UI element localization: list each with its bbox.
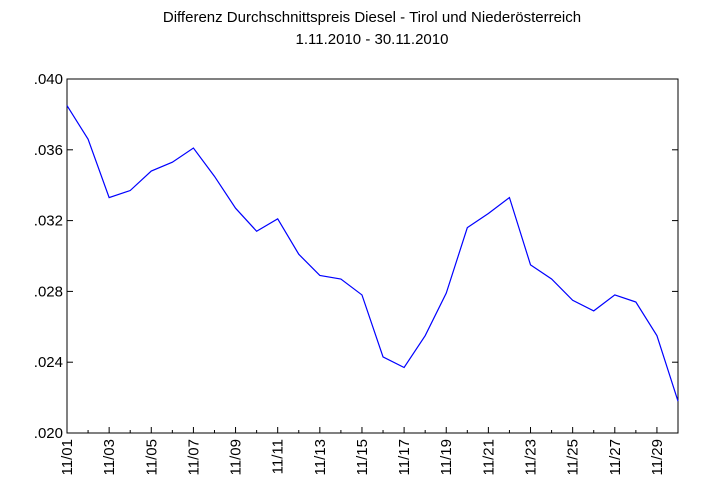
x-tick-label: 11/23	[523, 439, 540, 475]
chart-subtitle: 1.11.2010 - 30.11.2010	[296, 31, 449, 48]
y-tick-label: .020	[34, 425, 63, 442]
data-line	[66, 105, 679, 402]
chart-title: Differenz Durchschnittspreis Diesel - Ti…	[163, 9, 581, 26]
x-tick-label: 11/29	[649, 439, 666, 475]
x-tick-label: 11/13	[312, 439, 329, 475]
x-tick-label: 11/11	[270, 439, 287, 474]
y-tick-label: .036	[34, 142, 63, 159]
x-tick-label: 11/15	[354, 439, 371, 475]
x-tick-label: 11/19	[438, 439, 455, 475]
x-tick-label: 11/27	[607, 439, 624, 475]
x-tick-label: 11/03	[101, 439, 118, 475]
x-tick-label: 11/07	[185, 439, 202, 475]
plot-frame	[66, 78, 679, 434]
y-tick-label: .040	[34, 71, 63, 88]
x-tick-label: 11/17	[396, 439, 413, 475]
x-tick-label: 11/21	[480, 439, 497, 475]
x-tick-label: 11/05	[143, 439, 160, 475]
y-tick-label: .032	[34, 213, 63, 230]
y-tick-label: .024	[34, 354, 63, 371]
x-tick-label: 11/09	[228, 439, 245, 475]
x-tick-label: 11/01	[59, 439, 76, 475]
y-tick-label: .028	[34, 283, 63, 300]
x-tick-label: 11/25	[565, 439, 582, 475]
